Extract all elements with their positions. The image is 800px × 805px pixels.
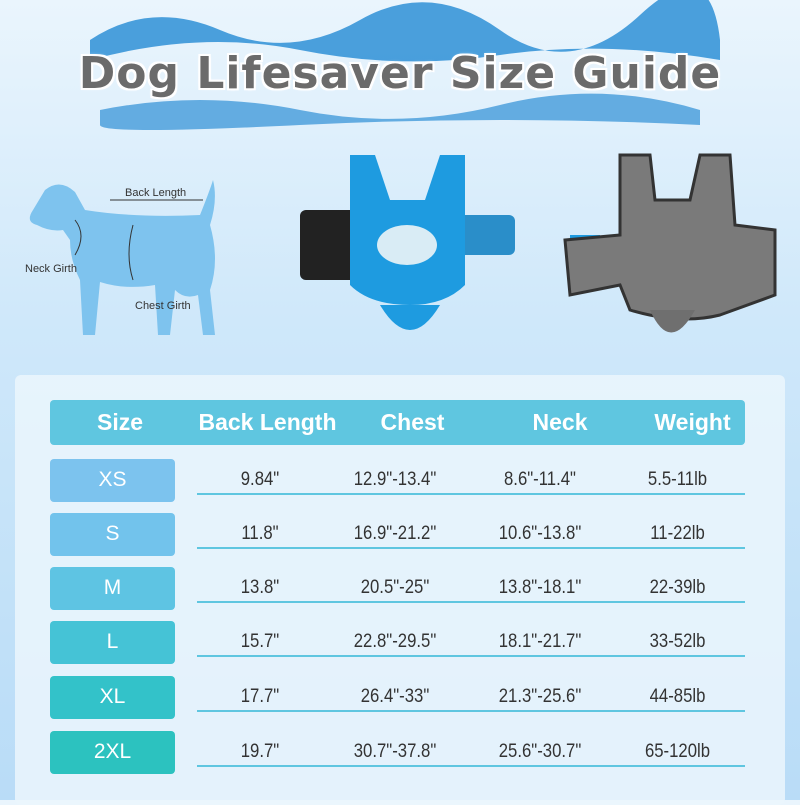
weight-cell: 65-120lb (644, 741, 711, 762)
size-cell: L (50, 620, 175, 664)
neck-cell: 25.6"-30.7" (498, 741, 582, 762)
back-length-cell: 19.7" (240, 741, 280, 762)
table-row: 2XL 19.7" 30.7"-37.8" 25.6"-30.7" 65-120… (50, 730, 745, 774)
back-length-cell: 13.8" (240, 577, 280, 598)
weight-cell: 11-22lb (650, 523, 705, 544)
chest-cell: 12.9"-13.4" (353, 469, 437, 490)
chest-cell: 16.9"-21.2" (353, 523, 437, 544)
wave-decoration (90, 0, 720, 130)
table-header: Size Back Length Chest Neck Weight (50, 400, 745, 445)
table-row: L 15.7" 22.8"-29.5" 18.1"-21.7" 33-52lb (50, 620, 745, 664)
neck-cell: 8.6"-11.4" (504, 469, 576, 490)
row-divider (197, 710, 745, 712)
chest-cell: 30.7"-37.8" (353, 741, 437, 762)
row-divider (197, 765, 745, 767)
row-divider (197, 547, 745, 549)
vest-front-image (300, 155, 515, 330)
chest-girth-label: Chest Girth (135, 300, 191, 312)
header-back-length: Back Length (198, 409, 337, 435)
row-divider (197, 601, 745, 603)
page-title: Dog Lifesaver Size Guide (78, 47, 722, 100)
size-cell: XL (50, 675, 175, 719)
size-cell: S (50, 512, 175, 556)
back-length-cell: 9.84" (240, 469, 280, 490)
table-row: XL 17.7" 26.4"-33" 21.3"-25.6" 44-85lb (50, 675, 745, 719)
size-cell: 2XL (50, 730, 175, 774)
weight-cell: 44-85lb (649, 686, 706, 707)
neck-girth-label: Neck Girth (25, 263, 77, 275)
neck-cell: 10.6"-13.8" (498, 523, 582, 544)
back-length-cell: 11.8" (241, 523, 279, 544)
size-cell: M (50, 566, 175, 610)
row-divider (197, 493, 745, 495)
neck-cell: 21.3"-25.6" (498, 686, 582, 707)
header-size: Size (96, 409, 144, 435)
header-neck: Neck (532, 409, 588, 435)
header-weight: Weight (654, 409, 731, 435)
back-length-label: Back Length (125, 187, 187, 199)
dog-silhouette (29, 180, 215, 335)
back-length-cell: 17.7" (240, 686, 280, 707)
weight-cell: 22-39lb (649, 577, 706, 598)
back-length-cell: 15.7" (240, 631, 280, 652)
chest-cell: 26.4"-33" (360, 686, 430, 707)
weight-cell: 33-52lb (649, 631, 706, 652)
table-row: S 11.8" 16.9"-21.2" 10.6"-13.8" 11-22lb (50, 512, 745, 556)
row-divider (197, 655, 745, 657)
table-row: XS 9.84" 12.9"-13.4" 8.6"-11.4" 5.5-11lb (50, 458, 745, 502)
neck-cell: 13.8"-18.1" (498, 577, 582, 598)
table-row: M 13.8" 20.5"-25" 13.8"-18.1" 22-39lb (50, 566, 745, 610)
size-cell: XS (50, 458, 175, 502)
chest-cell: 20.5"-25" (360, 577, 430, 598)
chest-cell: 22.8"-29.5" (353, 631, 437, 652)
dog-measurement-diagram (29, 180, 215, 335)
weight-cell: 5.5-11lb (647, 469, 708, 490)
header-chest: Chest (380, 409, 445, 435)
vest-back-image (563, 153, 777, 333)
neck-cell: 18.1"-21.7" (498, 631, 582, 652)
